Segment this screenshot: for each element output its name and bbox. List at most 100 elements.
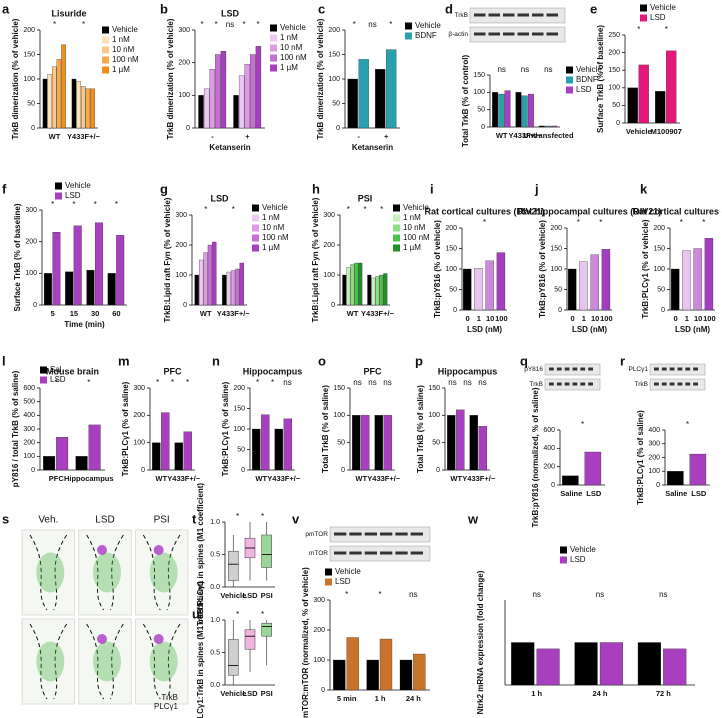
y-tick-label: 300 [133,385,145,392]
blot-band [564,382,570,386]
y-tick-label: 50 [477,107,485,114]
blot-label: β-actin [448,31,468,38]
significance: * [347,205,350,214]
spine-outline [166,534,181,611]
y-tick-label: 0 [661,307,665,314]
significance: * [186,378,189,387]
legend-swatch [393,214,400,222]
x-tick-label: Y433F+/− [217,309,251,318]
bar [274,428,284,471]
y-tick-label: 0.0 [210,682,220,689]
panel-letter: w [467,511,479,526]
x-tick-label: WT [155,474,167,483]
legend-swatch [102,56,109,64]
x-tick-label: 24 h [406,694,421,703]
x-tick-label: WT [347,309,359,318]
y-axis-label: TrkB:Lipid raft Fyn (% of vehicle) [163,197,172,322]
legend-label: Vehicle [280,23,306,32]
image-column-label: LSD [95,515,114,526]
blot-band [503,13,515,17]
x-tick-label: Saline [665,489,687,498]
x-tick-label: Vehicle [220,591,246,600]
legend-label: BDNF [415,31,437,40]
x-tick-label: 1 h [375,694,386,703]
bar [283,418,293,471]
significance: * [87,378,90,387]
panel-letter: m [118,353,130,368]
blot-band [669,382,675,386]
bar [81,86,86,129]
blot-band [580,382,586,386]
x-tick-label: LSD [243,591,259,600]
bar [61,44,66,129]
bar [90,88,95,129]
significance: ns [226,20,234,29]
bar [250,54,256,129]
significance: * [200,20,203,29]
bar [43,456,56,471]
bar [667,471,684,486]
y-tick-label: 150 [233,405,245,412]
y-tick-label: 50 [554,286,562,293]
y-tick-label: 300 [175,212,187,219]
y-tick-label: 150 [445,245,457,252]
y-tick-label: 200 [550,225,562,232]
x-tick-label: WT [355,474,367,483]
bar [413,653,426,691]
blot-band [693,382,698,386]
y-tick-label: 0.5 [210,551,220,558]
blot-band [410,551,423,555]
y-axis-label: TrkB:pY816 (% of vehicle) [538,220,547,318]
blot-band [532,32,544,36]
y-axis-label: Total TrkB (% of saline) [416,385,425,473]
micrograph [21,529,76,616]
y-tick-label: 0 [31,467,35,474]
y-tick-label: 150 [333,385,345,392]
bar [562,475,579,486]
chart-title: Rat cortical cultures (DIV21) [632,206,722,216]
blot-band [693,367,698,371]
y-tick-label: 100 [333,412,345,419]
legend-label: Vehicle [576,65,602,74]
x-tick-label: 1 [685,314,689,323]
y-axis-label: PLCγ1:TrkB in spines (M1 coefficient) [196,581,205,718]
legend-swatch [270,24,277,32]
x-tick-label: PSI [261,591,273,600]
significance: * [345,590,348,599]
micrograph [134,529,189,616]
x-axis-label: Time (min) [64,320,105,329]
bar [354,262,359,306]
bar [704,238,714,311]
bar [235,268,240,306]
blot-band [572,367,578,371]
x-tick-label: WT [49,132,61,141]
legend-label: 100 nM [262,233,289,242]
panel-letter: j [534,181,539,196]
bar [238,75,245,129]
blot-band [546,32,558,36]
y-tick-label: 100 [428,412,440,419]
bar [116,235,125,306]
y-tick-label: 250 [608,32,620,39]
legend-label: Sal. [50,365,64,374]
y-axis-label: TrkB:pY816 (normalized, % of saline) [531,387,540,527]
blot-band [546,13,558,17]
box [228,639,239,676]
x-tick-label: Vehicle [220,689,246,698]
spine-outline [109,623,124,700]
y-tick-label: 150 [328,51,340,58]
bar [379,638,393,691]
bar [255,46,262,129]
bar [352,415,361,471]
legend-label: LSD [650,13,666,22]
significance: * [55,378,58,387]
significance: * [483,218,486,227]
panel-letter: f [2,181,7,196]
x-axis-label: Ketanserin [352,143,393,152]
y-axis-label: TrkB:pY816 (% of vehicle) [433,220,442,318]
legend-swatch [640,14,647,22]
blot-band [349,532,362,536]
panel-letter: l [2,353,6,368]
bar [498,93,505,128]
y-tick-label: 300 [313,597,325,604]
